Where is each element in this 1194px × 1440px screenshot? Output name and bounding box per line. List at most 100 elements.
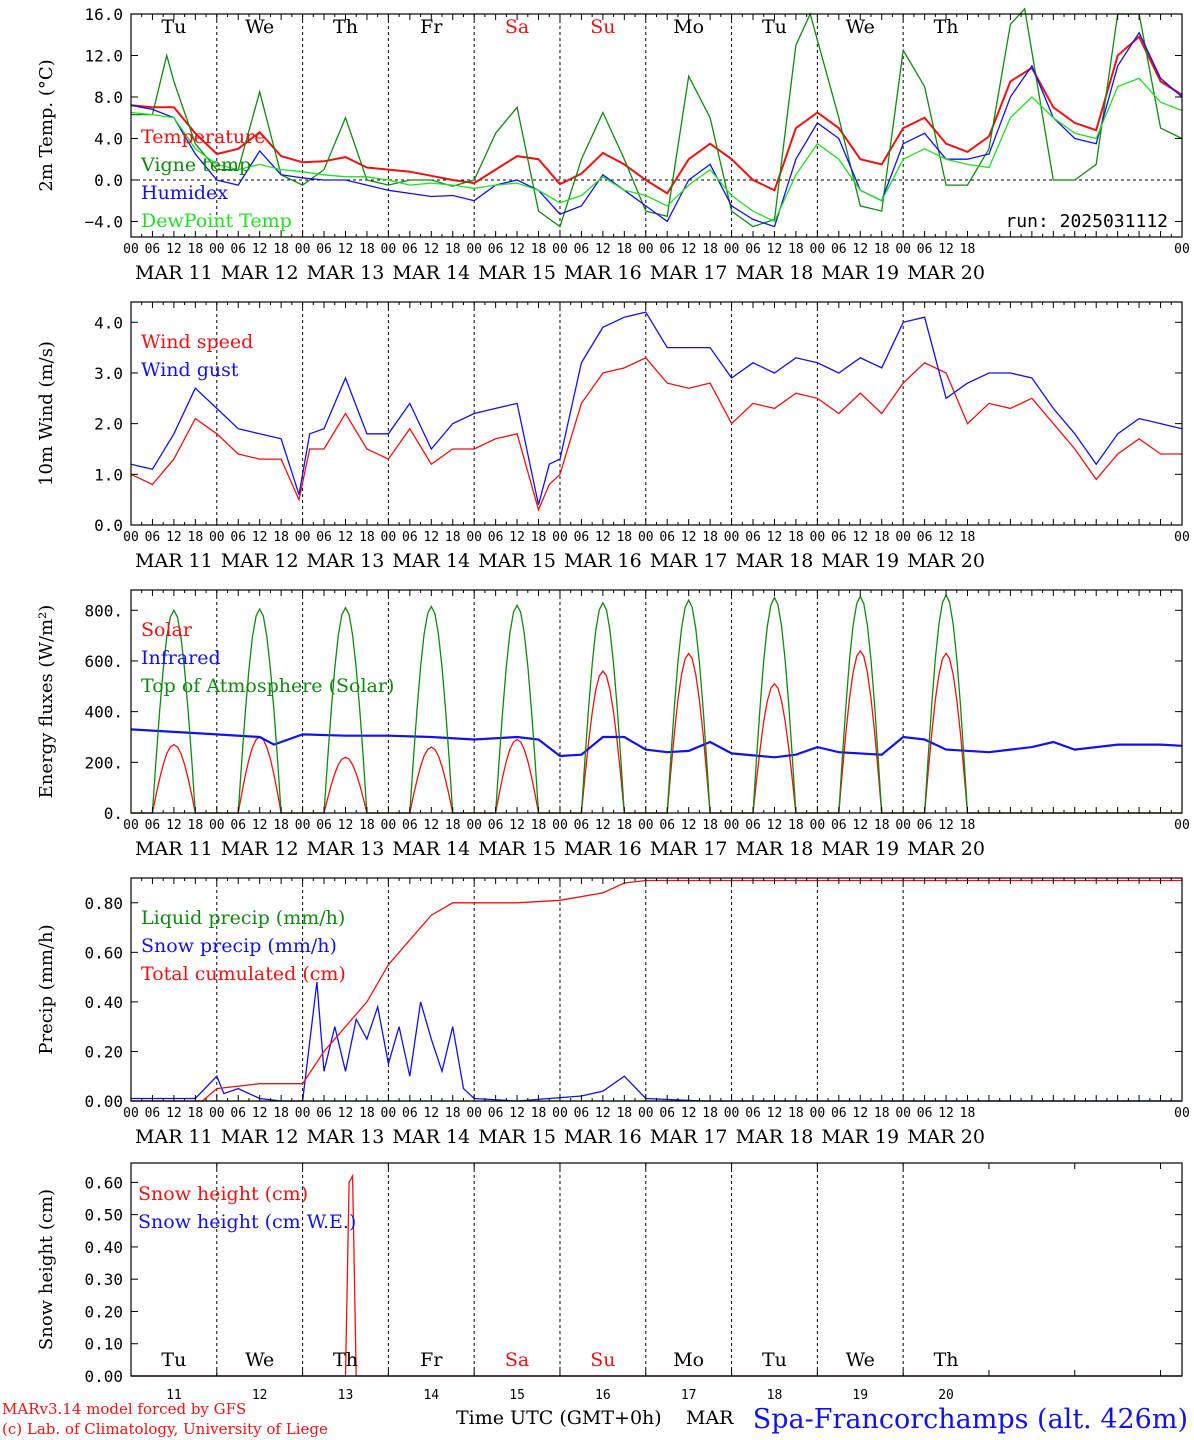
- y-tick-label: 4.0: [94, 313, 123, 332]
- x-hour-label: 12: [595, 530, 611, 545]
- x-hour-label: 18: [359, 1106, 375, 1121]
- x-hour-label: 18: [616, 1106, 632, 1121]
- x-hour-label: 00: [1174, 818, 1190, 833]
- y-tick-label: 0.40: [84, 993, 123, 1012]
- chart-panel-wind: 0.0 1.0 2.0 3.0 4.0 10m Wind (m/s) Wind speed W…: [36, 301, 1190, 572]
- x-date-label: MAR 13: [307, 550, 385, 572]
- x-date-label: MAR 12: [221, 1126, 299, 1148]
- x-date-label: MAR 17: [650, 1126, 728, 1148]
- x-date-label: MAR 11: [135, 262, 213, 284]
- x-hour-label: 12: [938, 242, 954, 257]
- run-annotation: run: 2025031112: [1005, 211, 1168, 232]
- x-hour-label: 12: [852, 242, 868, 257]
- x-hour-label: 06: [145, 242, 161, 257]
- weekday-label: Th: [333, 1349, 358, 1371]
- x-hour-label: 18: [445, 242, 461, 257]
- legend-entry: Infrared: [141, 647, 221, 669]
- x-date-label: MAR 15: [478, 838, 556, 860]
- x-hour-label: 12: [767, 818, 783, 833]
- x-hour-label: 12: [166, 1106, 182, 1121]
- x-hour-label: 06: [230, 1106, 246, 1121]
- x-hour-label: 00: [552, 530, 568, 545]
- y-tick-label: 0.0: [94, 516, 123, 535]
- x-hour-label: 06: [316, 818, 332, 833]
- x-date-label: MAR 17: [650, 550, 728, 572]
- x-date-label: MAR 14: [392, 262, 470, 284]
- x-hour-label: 06: [402, 242, 418, 257]
- weekday-label: Th: [934, 1349, 959, 1371]
- x-hour-label: 12: [767, 530, 783, 545]
- y-tick-label: 0.00: [84, 1367, 123, 1386]
- x-hour-label: 12: [338, 1106, 354, 1121]
- x-hour-label: 18: [445, 818, 461, 833]
- x-hour-label: 06: [145, 530, 161, 545]
- series-line: [130, 311, 1183, 505]
- legend-entry: Humidex: [141, 182, 228, 204]
- x-hour-label: 00: [381, 818, 397, 833]
- x-hour-label: 06: [488, 1106, 504, 1121]
- x-hour-label: 12: [423, 242, 439, 257]
- weekday-label: We: [846, 1349, 875, 1371]
- x-date-label: MAR 12: [221, 550, 299, 572]
- weekday-label: Tu: [762, 16, 787, 38]
- x-date-label: MAR 12: [221, 262, 299, 284]
- x-hour-label: 12: [767, 1106, 783, 1121]
- x-day-number: 19: [852, 1388, 868, 1403]
- x-hour-label: 00: [638, 1106, 654, 1121]
- x-hour-label: 18: [531, 530, 547, 545]
- x-hour-label: 18: [531, 242, 547, 257]
- chart-panel-precip: 0.00 0.20 0.40 0.60 0.80 Precip (mm/h) Liquid …: [36, 877, 1190, 1148]
- x-hour-label: 06: [917, 530, 933, 545]
- x-hour-label: 18: [188, 530, 204, 545]
- x-date-label: MAR 16: [564, 550, 642, 572]
- x-hour-label: 00: [810, 530, 826, 545]
- x-hour-label: 12: [681, 1106, 697, 1121]
- x-hour-label: 06: [145, 1106, 161, 1121]
- x-hour-label: 12: [252, 1106, 268, 1121]
- x-hour-label: 12: [423, 818, 439, 833]
- legend-entry: Total cumulated (cm): [141, 963, 346, 985]
- x-hour-label: 00: [638, 818, 654, 833]
- x-hour-label: 18: [702, 818, 718, 833]
- y-tick-label: 0.: [104, 804, 123, 823]
- x-hour-label: 06: [488, 242, 504, 257]
- x-hour-label: 00: [552, 1106, 568, 1121]
- x-hour-label: 18: [960, 242, 976, 257]
- x-day-number: 12: [252, 1388, 268, 1403]
- x-hour-label: 18: [960, 1106, 976, 1121]
- x-date-label: MAR 11: [135, 550, 213, 572]
- x-hour-label: 12: [166, 818, 182, 833]
- x-hour-label: 18: [788, 242, 804, 257]
- x-hour-label: 12: [338, 818, 354, 833]
- x-hour-label: 18: [874, 1106, 890, 1121]
- x-hour-label: 12: [938, 1106, 954, 1121]
- x-hour-label: 12: [166, 242, 182, 257]
- x-hour-label: 00: [895, 530, 911, 545]
- x-hour-label: 00: [466, 818, 482, 833]
- x-day-number: 16: [595, 1388, 611, 1403]
- weekday-label: Sa: [505, 16, 529, 38]
- x-date-label: MAR 19: [821, 262, 899, 284]
- x-hour-label: 06: [316, 242, 332, 257]
- x-date-label: MAR 14: [392, 550, 470, 572]
- x-hour-label: 18: [702, 242, 718, 257]
- x-day-number: 17: [681, 1388, 697, 1403]
- y-tick-label: 12.0: [84, 46, 123, 65]
- x-hour-label: 12: [681, 818, 697, 833]
- y-tick-label: 16.0: [84, 5, 123, 24]
- x-date-label: MAR 15: [478, 1126, 556, 1148]
- x-hour-label: 12: [509, 242, 525, 257]
- x-day-number: 20: [938, 1388, 954, 1403]
- series-line: [131, 879, 1182, 1102]
- chart-panel-energy: 0. 200. 400. 600. 800. Energy fluxes (W/m²) So…: [36, 589, 1190, 860]
- y-tick-label: 0.30: [84, 1270, 123, 1289]
- x-hour-label: 18: [960, 818, 976, 833]
- weekday-label: We: [245, 16, 274, 38]
- x-hour-label: 06: [917, 818, 933, 833]
- x-hour-label: 00: [810, 818, 826, 833]
- y-tick-label: 3.0: [94, 364, 123, 383]
- x-date-label: MAR 18: [736, 1126, 814, 1148]
- y-tick-label: 0.10: [84, 1335, 123, 1354]
- y-axis-title: Precip (mm/h): [36, 924, 57, 1054]
- x-date-label: MAR 12: [221, 838, 299, 860]
